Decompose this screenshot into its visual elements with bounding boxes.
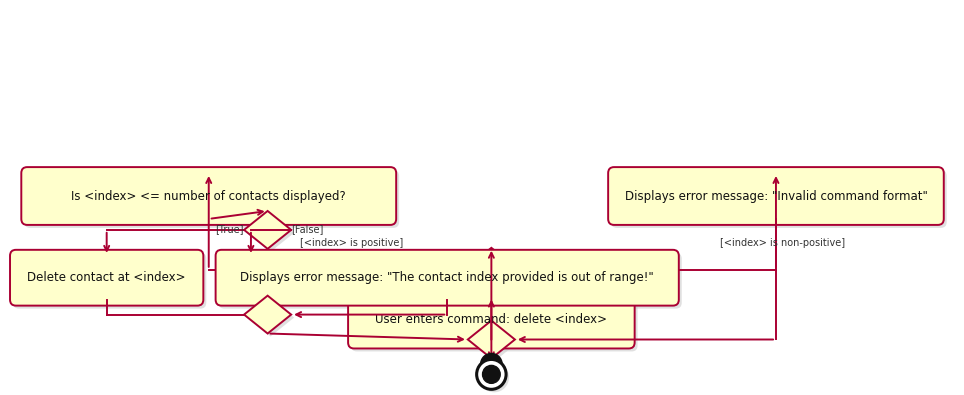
Polygon shape [244, 211, 291, 249]
Text: [True]: [True] [216, 224, 244, 234]
FancyBboxPatch shape [13, 253, 206, 308]
Text: Is <index> <= number of contacts displayed?: Is <index> <= number of contacts display… [71, 190, 346, 203]
FancyBboxPatch shape [348, 291, 634, 348]
Text: [<index> is positive]: [<index> is positive] [300, 238, 403, 248]
FancyBboxPatch shape [351, 293, 637, 352]
Text: [<index> is non-positive]: [<index> is non-positive] [719, 238, 844, 248]
Text: Delete contact at <index>: Delete contact at <index> [27, 271, 186, 284]
Circle shape [480, 363, 509, 392]
Circle shape [481, 354, 502, 375]
Polygon shape [464, 248, 519, 292]
Polygon shape [467, 251, 522, 295]
Text: Displays error message: "Invalid command format": Displays error message: "Invalid command… [625, 190, 927, 203]
Text: [False]: [False] [291, 224, 324, 234]
Polygon shape [247, 299, 294, 337]
FancyBboxPatch shape [219, 253, 682, 308]
Text: Displays error message: "The contact index provided is out of range!": Displays error message: "The contact ind… [240, 271, 655, 284]
Polygon shape [468, 321, 515, 358]
Circle shape [476, 359, 506, 389]
FancyBboxPatch shape [608, 167, 944, 225]
FancyBboxPatch shape [24, 170, 399, 228]
FancyBboxPatch shape [611, 170, 947, 228]
FancyBboxPatch shape [10, 250, 203, 306]
Polygon shape [244, 295, 291, 333]
Text: User enters command: delete <index>: User enters command: delete <index> [375, 313, 607, 326]
Polygon shape [470, 324, 518, 361]
Polygon shape [247, 214, 294, 252]
FancyBboxPatch shape [21, 167, 396, 225]
Circle shape [483, 365, 500, 383]
FancyBboxPatch shape [216, 250, 679, 306]
